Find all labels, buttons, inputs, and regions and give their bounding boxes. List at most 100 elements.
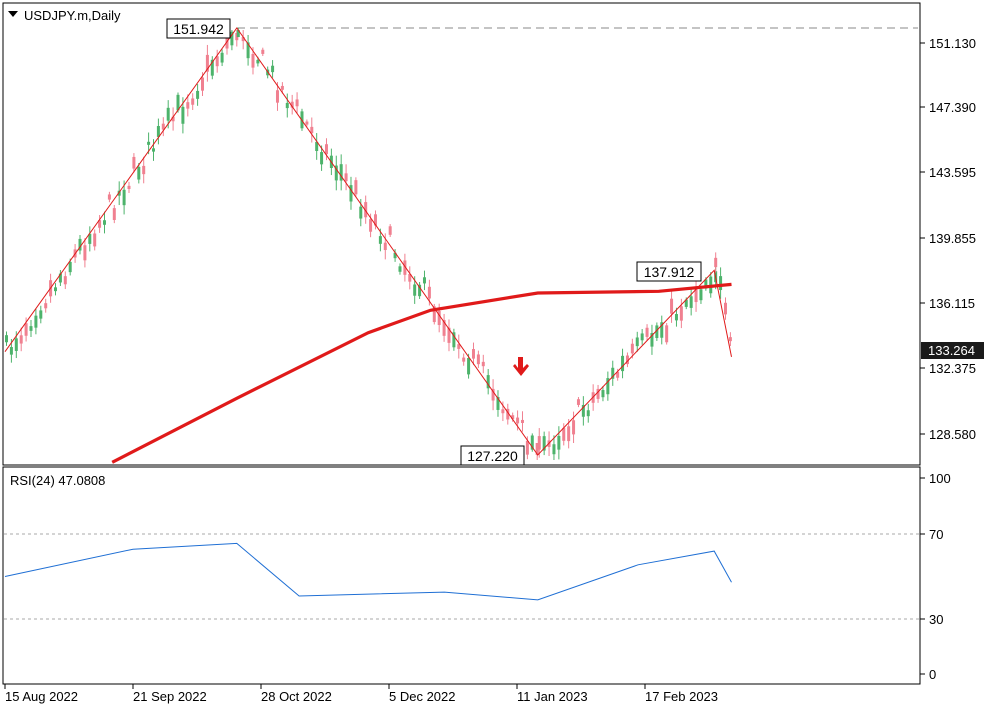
candle-body: [324, 144, 328, 155]
annotation-swing: 137.912: [636, 261, 702, 282]
candle-body: [674, 314, 678, 321]
candle-body: [295, 99, 299, 107]
candle-body: [44, 303, 48, 309]
rsi-tick-label: 30: [929, 612, 943, 627]
candle-body: [5, 335, 8, 343]
candle-body: [393, 252, 397, 259]
candle-body: [704, 279, 708, 289]
candle-body: [349, 185, 353, 202]
candle-body: [398, 266, 402, 272]
candle-body: [132, 156, 136, 169]
candle-body: [442, 319, 446, 336]
candle-body: [156, 126, 160, 137]
time-axis: 15 Aug 2022 21 Sep 2022 28 Oct 2022 5 De…: [4, 684, 718, 704]
candle-body: [486, 375, 490, 389]
rsi-tick-label: 0: [929, 667, 936, 682]
symbol-label: USDJPY.m,Daily: [24, 8, 121, 23]
candle-body: [586, 410, 590, 417]
candle-body: [467, 357, 471, 375]
candle-body: [670, 298, 674, 314]
candle-body: [625, 355, 629, 365]
candle-body: [581, 404, 585, 417]
candle-body: [112, 208, 116, 220]
candle-body: [511, 415, 515, 420]
candle-body: [251, 53, 255, 68]
candle-body: [191, 98, 195, 105]
candle-body: [403, 260, 407, 275]
candle-body: [78, 238, 82, 251]
rsi-panel-border: [2, 466, 921, 685]
candle-body: [723, 302, 727, 315]
candle-body: [520, 419, 524, 423]
price-panel-border: [2, 2, 921, 466]
candle-body: [506, 408, 510, 420]
candle-body: [655, 325, 659, 338]
triangle-down-icon[interactable]: [8, 11, 18, 17]
candle-body: [679, 306, 683, 321]
candle-body: [452, 332, 456, 348]
annotation-low-text: 127.220: [467, 448, 518, 464]
candle-body: [364, 202, 368, 218]
candle-body: [432, 306, 436, 323]
candle-body: [261, 49, 265, 54]
candle-body: [462, 357, 466, 362]
candle-body: [728, 337, 732, 342]
candle-body: [68, 261, 72, 273]
candle-body: [34, 315, 38, 328]
candle-body: [107, 194, 111, 200]
candle-body: [537, 436, 541, 450]
candle-body: [339, 164, 343, 181]
candle-body: [408, 274, 412, 282]
candle-body: [93, 233, 97, 247]
candle-body: [220, 52, 224, 63]
candle-body: [271, 65, 275, 73]
price-tick-label: 132.375: [929, 361, 976, 376]
candle-body: [694, 289, 698, 303]
candle-body: [320, 152, 324, 165]
annotation-swing-text: 137.912: [644, 264, 695, 280]
candle-body: [127, 185, 131, 189]
candle-body: [58, 273, 62, 283]
price-tick-label: 143.595: [929, 165, 976, 180]
candle-body: [29, 326, 33, 331]
down-arrow-icon: [513, 357, 529, 376]
candle-body: [354, 180, 358, 195]
price-tick-label: 147.390: [929, 100, 976, 115]
rsi-axis: 100 70 30 0: [920, 471, 951, 682]
candle-body: [315, 141, 319, 152]
candle-body: [383, 242, 387, 251]
candle-body: [117, 190, 121, 196]
candle-body: [122, 189, 126, 206]
candle-body: [645, 327, 649, 337]
candle-body: [684, 299, 688, 307]
candle-body: [290, 101, 294, 108]
candle-body: [137, 166, 141, 180]
candle-body: [665, 325, 669, 343]
candle-body: [471, 349, 475, 359]
candle-body: [576, 399, 580, 405]
rsi-tick-label: 100: [929, 471, 951, 486]
candle-body: [427, 286, 431, 299]
candle-body: [88, 233, 92, 244]
candle-body: [369, 219, 373, 232]
candle-body: [606, 378, 610, 395]
candle-body: [98, 220, 102, 228]
candle-body: [388, 226, 392, 235]
time-tick-label: 21 Sep 2022: [133, 689, 207, 704]
candle-body: [437, 310, 441, 326]
series-ma-line: [111, 282, 732, 464]
candle-body: [481, 361, 485, 367]
rsi-tick-label: 70: [929, 527, 943, 542]
candle-body: [418, 284, 422, 297]
current-price-text: 133.264: [928, 343, 975, 358]
candle-body: [210, 59, 214, 76]
candle-body: [601, 390, 605, 398]
price-tick-label: 136.115: [929, 296, 975, 311]
candle-body: [689, 296, 693, 308]
candle-body: [280, 85, 284, 90]
candle-body: [14, 338, 18, 351]
time-tick-label: 15 Aug 2022: [5, 689, 78, 704]
price-tick-label: 139.855: [929, 231, 976, 246]
